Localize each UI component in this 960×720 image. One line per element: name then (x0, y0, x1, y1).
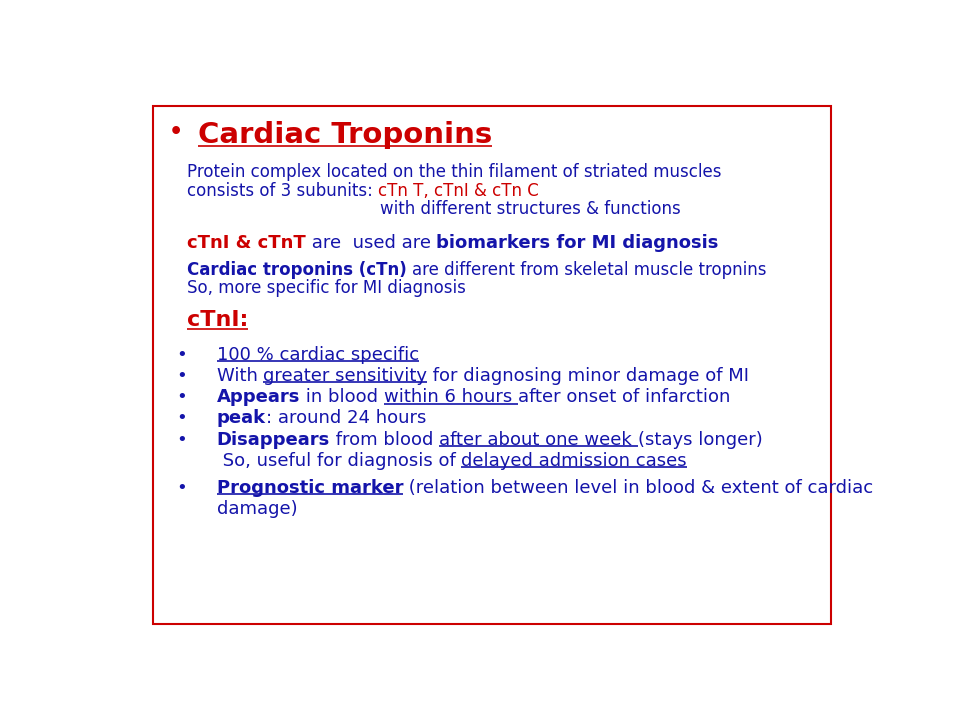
Text: damage): damage) (217, 500, 298, 518)
Text: cTn T, cTnI & cTn C: cTn T, cTnI & cTn C (378, 181, 539, 199)
Text: Cardiac Troponins: Cardiac Troponins (198, 121, 492, 149)
Text: •: • (168, 122, 182, 143)
Text: 100 % cardiac specific: 100 % cardiac specific (217, 346, 419, 364)
Text: with different structures & functions: with different structures & functions (380, 200, 682, 218)
FancyBboxPatch shape (154, 106, 830, 624)
Text: peak: peak (217, 409, 266, 427)
Text: Protein complex located on the thin filament of striated muscles: Protein complex located on the thin fila… (187, 163, 722, 181)
Text: With: With (217, 367, 263, 385)
Text: (stays longer): (stays longer) (637, 431, 762, 449)
Text: So, more specific for MI diagnosis: So, more specific for MI diagnosis (187, 279, 466, 297)
Text: •: • (176, 346, 186, 364)
Text: greater sensitivity: greater sensitivity (263, 367, 427, 385)
Text: cTnI:: cTnI: (187, 310, 249, 330)
Text: Prognostic marker: Prognostic marker (217, 479, 403, 497)
Text: delayed admission cases: delayed admission cases (461, 451, 686, 469)
Text: are different from skeletal muscle tropnins: are different from skeletal muscle tropn… (413, 261, 767, 279)
Text: Cardiac troponins (cTn): Cardiac troponins (cTn) (187, 261, 413, 279)
Text: from blood: from blood (330, 431, 439, 449)
Text: are  used are: are used are (305, 235, 437, 253)
Text: within 6 hours: within 6 hours (384, 388, 517, 406)
Text: •: • (176, 388, 186, 406)
Text: in blood: in blood (300, 388, 384, 406)
Text: (relation between level in blood & extent of cardiac: (relation between level in blood & exten… (403, 479, 874, 497)
Text: Disappears: Disappears (217, 431, 330, 449)
Text: •: • (176, 431, 186, 449)
Text: Appears: Appears (217, 388, 300, 406)
Text: : around 24 hours: : around 24 hours (266, 409, 426, 427)
Text: after about one week: after about one week (439, 431, 637, 449)
Text: cTnI & cTnT: cTnI & cTnT (187, 235, 305, 253)
Text: •: • (176, 367, 186, 385)
Text: •: • (176, 479, 186, 497)
Text: after onset of infarction: after onset of infarction (517, 388, 731, 406)
Text: consists of 3 subunits:: consists of 3 subunits: (187, 181, 378, 199)
Text: So, useful for diagnosis of: So, useful for diagnosis of (217, 451, 461, 469)
Text: for diagnosing minor damage of MI: for diagnosing minor damage of MI (427, 367, 750, 385)
Text: •: • (176, 409, 186, 427)
Text: biomarkers for MI diagnosis: biomarkers for MI diagnosis (437, 235, 719, 253)
